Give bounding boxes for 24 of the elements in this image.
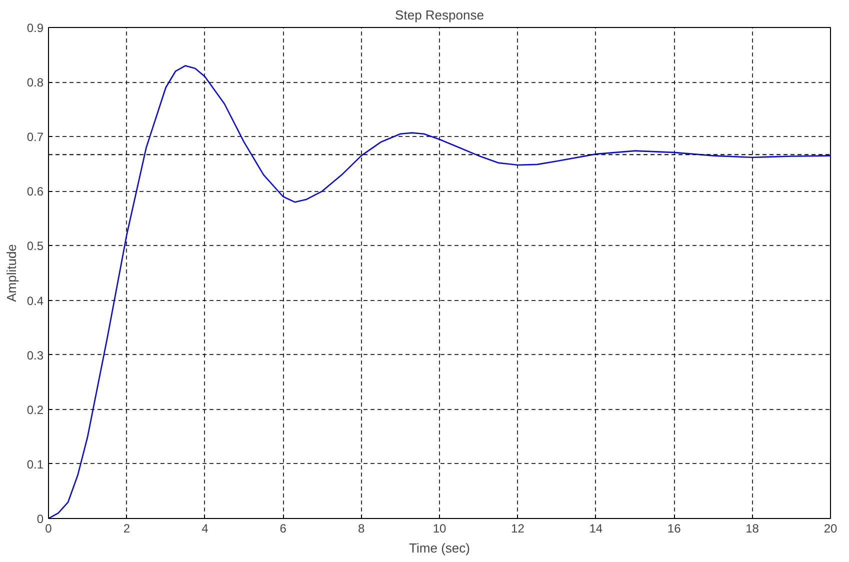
y-tick-label: 0.1	[26, 457, 44, 472]
x-axis-title: Time (sec)	[409, 540, 470, 556]
x-tick-label: 6	[280, 522, 287, 536]
x-tick-label: 16	[667, 522, 682, 536]
x-tick-label: 4	[202, 522, 209, 536]
y-tick-label: 0.8	[26, 76, 44, 90]
x-tick-label: 0	[45, 522, 52, 536]
chart-title: Step Response	[395, 8, 484, 22]
y-axis-title: Amplitude	[4, 244, 19, 302]
y-tick-label: 0.7	[26, 130, 44, 144]
x-tick-label: 18	[746, 522, 760, 536]
y-tick-label: 0.4	[26, 294, 44, 308]
y-tick-label: 0.2	[26, 402, 44, 417]
x-tick-label: 8	[358, 522, 365, 536]
x-tick-label: 12	[511, 522, 525, 536]
x-tick-label: 20	[824, 522, 838, 536]
y-tick-label: 0.6	[26, 184, 44, 199]
x-tick-label: 10	[432, 522, 446, 536]
y-tick-label: 0	[36, 512, 44, 526]
y-tick-label: 0.9	[26, 21, 44, 35]
y-tick-label: 0.5	[26, 239, 44, 254]
x-tick-label: 2	[123, 522, 130, 536]
x-tick-label: 14	[589, 522, 603, 536]
y-tick-label: 0.3	[26, 348, 44, 362]
